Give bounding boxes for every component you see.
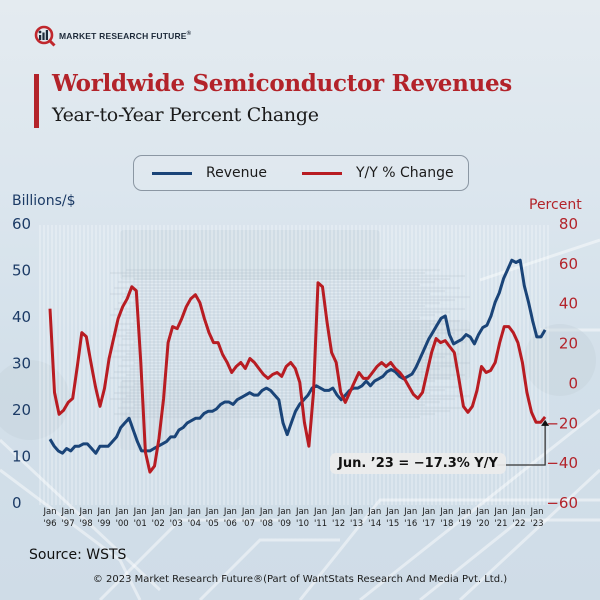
- callout-annotation: Jun. ’23 = −17.3% Y/Y: [330, 453, 506, 474]
- x-tick-label-year: '98: [79, 519, 92, 529]
- x-tick-label-month: Jan: [277, 507, 291, 517]
- x-tick-label-year: '97: [61, 519, 74, 529]
- legend-swatch-yoy: [301, 171, 342, 175]
- y-tick-left-label: 50: [12, 262, 31, 280]
- logo-text: MARKET RESEARCH FUTURE®: [59, 31, 192, 41]
- brand-logo: MARKET RESEARCH FUTURE®: [34, 25, 191, 47]
- x-tick-label-year: '12: [332, 519, 345, 529]
- x-tick-label-month: Jan: [223, 507, 237, 517]
- legend-swatch-revenue: [152, 171, 192, 175]
- x-tick-label-year: '01: [134, 519, 147, 529]
- x-tick-label-year: '05: [206, 519, 219, 529]
- y-tick-left-label: 60: [12, 215, 31, 233]
- y-tick-right-label: 80: [559, 215, 578, 233]
- y-tick-right-label: 20: [559, 335, 578, 353]
- x-tick-label-month: Jan: [349, 507, 363, 517]
- x-tick-label-year: '06: [224, 519, 237, 529]
- x-tick-label-year: '15: [386, 519, 399, 529]
- x-tick-label-month: Jan: [331, 507, 345, 517]
- x-tick-label-month: Jan: [187, 507, 201, 517]
- x-tick-label-month: Jan: [403, 507, 417, 517]
- x-tick-label-month: Jan: [79, 507, 93, 517]
- callout-leader-line: [497, 424, 546, 466]
- x-tick-label-month: Jan: [493, 507, 507, 517]
- x-tick-label-month: Jan: [439, 507, 453, 517]
- x-tick-label-month: Jan: [313, 507, 327, 517]
- legend-item-revenue: Revenue: [152, 165, 267, 181]
- x-tick-label-month: Jan: [115, 507, 129, 517]
- x-tick-label-month: Jan: [295, 507, 309, 517]
- x-tick-label-year: '21: [494, 519, 507, 529]
- x-tick-label-year: '99: [98, 519, 111, 529]
- y-tick-right-label: 60: [559, 255, 578, 273]
- callout-arrowhead-icon: [541, 419, 550, 426]
- y-tick-right-label: −40: [546, 454, 578, 472]
- x-tick-label-year: '03: [170, 519, 183, 529]
- x-tick-label-year: '22: [512, 519, 525, 529]
- x-tick-label-month: Jan: [511, 507, 525, 517]
- x-tick-label-year: '16: [404, 519, 417, 529]
- x-tick-label-month: Jan: [457, 507, 471, 517]
- y-tick-right-label: −60: [546, 494, 578, 512]
- x-tick-label-month: Jan: [475, 507, 489, 517]
- x-tick-label-month: Jan: [205, 507, 219, 517]
- x-tick-label-year: '13: [350, 519, 363, 529]
- legend-item-yoy: Y/Y % Change: [301, 165, 454, 181]
- chart-subtitle: Year-to-Year Percent Change: [52, 104, 319, 126]
- legend-label-yoy: Y/Y % Change: [355, 165, 454, 181]
- x-tick-label-year: '07: [242, 519, 255, 529]
- y-tick-left-label: 0: [12, 494, 22, 512]
- y-tick-left-label: 20: [12, 401, 31, 419]
- revenue-series-line: [48, 258, 547, 455]
- callout-arrow: [497, 419, 550, 466]
- x-tick-label-month: Jan: [60, 507, 74, 517]
- x-tick-label-month: Jan: [385, 507, 399, 517]
- x-tick-label-month: Jan: [42, 507, 56, 517]
- x-tick-label-year: '00: [116, 519, 129, 529]
- x-tick-label-year: '04: [188, 519, 201, 529]
- x-tick-label-month: Jan: [97, 507, 111, 517]
- x-tick-label-year: '08: [260, 519, 273, 529]
- x-tick-label-year: '14: [368, 519, 381, 529]
- x-tick-label-year: '96: [43, 519, 56, 529]
- y-tick-left-label: 10: [12, 448, 31, 466]
- copyright-note: © 2023 Market Research Future®(Part of W…: [92, 574, 508, 585]
- x-tick-label-year: '17: [422, 519, 435, 529]
- chart-legend: Revenue Y/Y % Change: [133, 155, 469, 191]
- y-tick-left-label: 40: [12, 308, 31, 326]
- x-tick-label-month: Jan: [169, 507, 183, 517]
- y-tick-right-label: 0: [568, 374, 578, 392]
- x-tick-label-year: '19: [458, 519, 471, 529]
- x-tick-label-year: '18: [440, 519, 453, 529]
- y-tick-right-label: −20: [546, 414, 578, 432]
- legend-label-revenue: Revenue: [206, 165, 267, 181]
- x-tick-label-month: Jan: [529, 507, 543, 517]
- x-tick-label-year: '09: [278, 519, 291, 529]
- x-tick-label-month: Jan: [133, 507, 147, 517]
- x-tick-label-month: Jan: [241, 507, 255, 517]
- x-tick-label-month: Jan: [151, 507, 165, 517]
- y-tick-right-label: 40: [559, 295, 578, 313]
- y-axis-left-title: Billions/$: [12, 193, 76, 209]
- x-tick-label-year: '10: [296, 519, 309, 529]
- x-tick-label-year: '11: [314, 519, 327, 529]
- y-axis-right-title: Percent: [529, 197, 582, 213]
- x-tick-label-month: Jan: [367, 507, 381, 517]
- x-tick-label-month: Jan: [259, 507, 273, 517]
- x-tick-label-year: '02: [152, 519, 165, 529]
- logo-magnifier-chart-icon: [34, 25, 56, 47]
- x-tick-label-year: '23: [530, 519, 543, 529]
- source-note: Source: WSTS: [29, 547, 127, 563]
- title-accent-bar: [34, 74, 39, 128]
- chart-title: Worldwide Semiconductor Revenues: [52, 70, 512, 97]
- x-tick-label-year: '20: [476, 519, 489, 529]
- yoy-series-line: [48, 281, 547, 474]
- x-tick-label-month: Jan: [421, 507, 435, 517]
- y-tick-left-label: 30: [12, 355, 31, 373]
